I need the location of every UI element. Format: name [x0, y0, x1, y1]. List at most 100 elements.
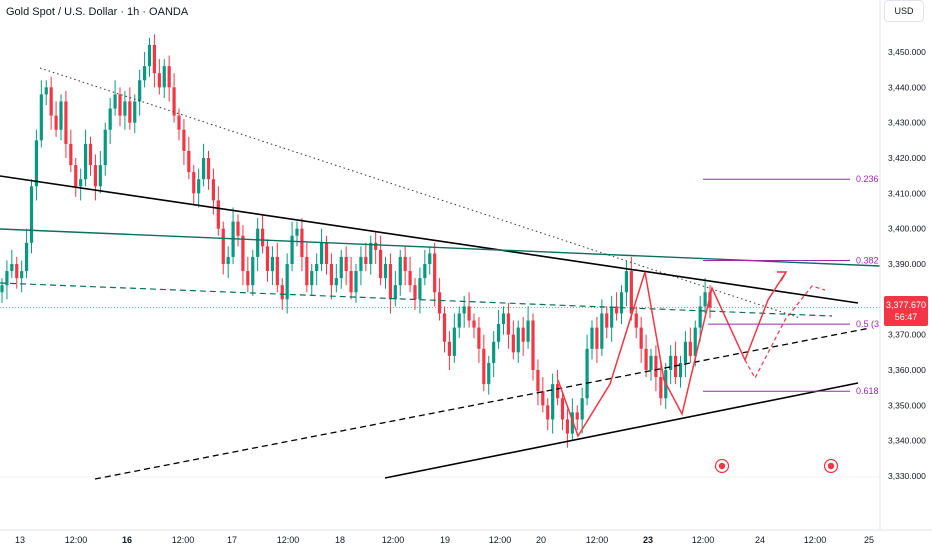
candle-body — [688, 341, 692, 356]
candle-body — [477, 327, 481, 349]
candle-body — [496, 324, 501, 342]
candle-body — [256, 228, 260, 257]
candle-body — [383, 264, 388, 279]
candle-body — [157, 73, 161, 88]
candle-body — [492, 341, 496, 363]
candle-body — [575, 412, 579, 420]
x-tick-label: 16 — [122, 535, 132, 545]
x-tick-label: 17 — [227, 535, 237, 545]
candle-body — [265, 246, 270, 272]
candle-body — [634, 313, 638, 328]
candle-body — [226, 256, 230, 264]
candle-body — [305, 256, 309, 286]
candle-body — [511, 334, 515, 353]
x-tick-label: 19 — [440, 535, 450, 545]
last-price-tag: 3,377.670 56:47 — [884, 296, 928, 326]
candle-body — [614, 306, 619, 314]
candle-body — [610, 306, 614, 328]
candle-body — [142, 66, 147, 81]
candle-body — [103, 129, 107, 166]
chart-title: Gold Spot / U.S. Dollar · 1h · OANDA — [6, 6, 189, 18]
x-tick-label: 12:00 — [382, 535, 405, 545]
candle-body — [187, 150, 191, 173]
candle-body — [300, 228, 304, 257]
dashed-support-line — [94, 327, 871, 480]
y-tick-label: 3,450.000 — [888, 47, 926, 57]
candle-body — [413, 285, 417, 300]
fib-level-label: 0.5 (3 — [856, 319, 879, 329]
x-tick-label: 25 — [864, 535, 874, 545]
y-tick-label: 3,370.000 — [888, 330, 926, 340]
candle-body — [595, 327, 599, 349]
candle-body — [423, 264, 427, 279]
candle-body — [462, 306, 466, 314]
candle-body — [133, 101, 137, 123]
candle-body — [487, 362, 491, 385]
y-tick-label: 3,440.000 — [888, 82, 926, 92]
x-tick-label: 23 — [643, 535, 653, 545]
alt-projection-dashed — [744, 285, 826, 380]
candle-body — [246, 271, 250, 286]
candle-body — [59, 101, 63, 130]
x-tick-label: 12:00 — [586, 535, 609, 545]
candle-body — [280, 285, 284, 300]
candle-body — [546, 405, 550, 420]
zigzag-projection — [557, 271, 787, 438]
x-tick-label: 24 — [755, 535, 765, 545]
candle-body — [334, 278, 338, 286]
candle-body — [128, 101, 132, 123]
candle-body — [678, 362, 683, 378]
y-tick-label: 3,330.000 — [888, 471, 926, 481]
projection-arrowhead — [777, 271, 788, 282]
candle-body — [197, 179, 201, 194]
candle-body — [570, 412, 574, 434]
candle-body — [49, 87, 53, 116]
candle-body — [54, 115, 58, 130]
candle-body — [324, 242, 329, 264]
candle-body — [329, 264, 334, 286]
candle-body — [315, 264, 319, 272]
candle-body — [177, 115, 181, 130]
candle-body — [526, 320, 530, 342]
candles-layer — [0, 34, 712, 448]
y-tick-label: 3,410.000 — [888, 188, 926, 198]
candle-body — [531, 320, 535, 370]
candle-body — [369, 242, 373, 264]
x-tick-label: 20 — [536, 535, 546, 545]
candle-body — [359, 256, 363, 272]
candle-body — [29, 186, 34, 243]
flag-dot-icon — [827, 462, 835, 470]
candle-body — [669, 355, 673, 370]
channel-mid-dashed-line — [0, 282, 833, 317]
candle-body — [560, 398, 565, 420]
candle-body — [69, 143, 73, 166]
candle-body — [624, 271, 629, 293]
candle-body — [639, 327, 643, 349]
candle-body — [211, 179, 216, 201]
drawings-layer — [0, 67, 881, 480]
currency-button[interactable]: USD — [884, 0, 924, 22]
candle-body — [619, 292, 624, 314]
candle-body — [64, 101, 68, 144]
candle-body — [79, 179, 83, 187]
candle-body — [698, 306, 702, 328]
y-tick-label: 3,390.000 — [888, 259, 926, 269]
candle-body — [295, 228, 299, 236]
candle-body — [113, 94, 117, 109]
x-tick-label: 12:00 — [804, 535, 827, 545]
x-tick-label: 12:00 — [65, 535, 88, 545]
candle-body — [521, 327, 525, 342]
fib-level-label: 0.618 — [856, 386, 879, 396]
candle-body — [659, 377, 663, 399]
bar-countdown: 56:47 — [894, 312, 918, 322]
candle-body — [83, 143, 88, 180]
candle-body — [172, 87, 176, 116]
candle-body — [418, 278, 422, 300]
x-tick-label: 18 — [335, 535, 345, 545]
candle-body — [241, 235, 245, 272]
candle-body — [551, 384, 555, 420]
ascending-support-line — [384, 382, 859, 479]
candle-body — [147, 44, 152, 67]
candle-body — [683, 341, 688, 363]
